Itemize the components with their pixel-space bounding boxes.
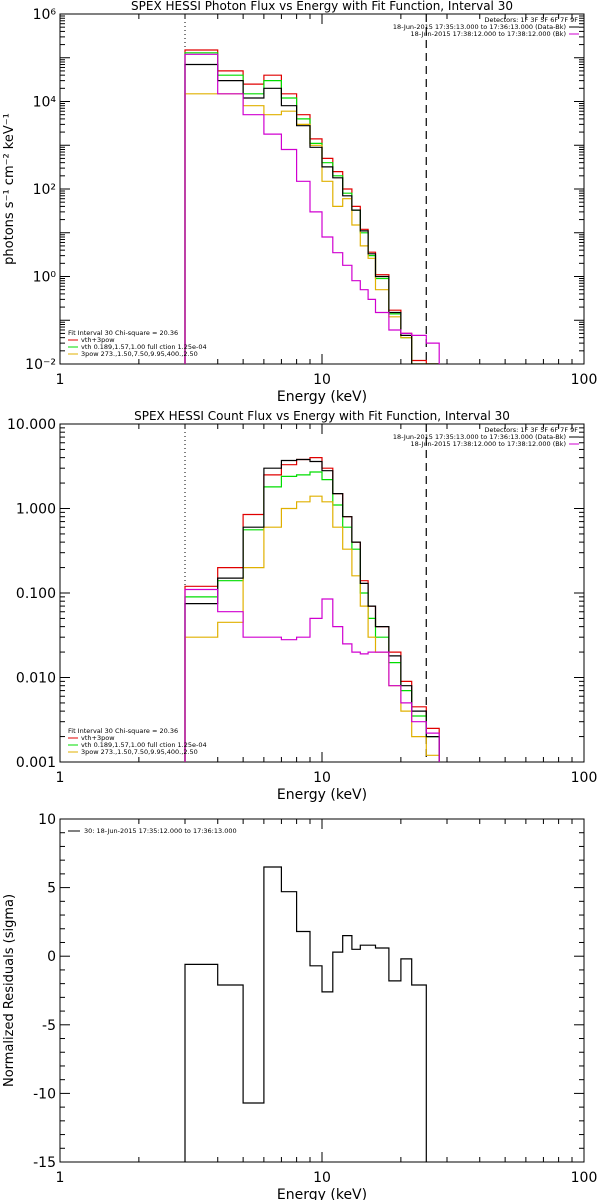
series-line-4	[184, 495, 440, 762]
legend-text: 18-Jun-2015 17:35:13.000 to 17:36:13.000…	[393, 433, 566, 441]
legend-text: 30: 18-Jun-2015 17:35:12.000 to 17:36:13…	[84, 827, 237, 835]
legend-top: Detectors: 1F 3F 5F 6F 7F 9F18-Jun-2015 …	[393, 426, 579, 448]
legend-text: 18-Jun-2015 17:35:13.000 to 17:36:13.000…	[393, 23, 566, 31]
x-axis-label: Energy (keV)	[277, 1187, 367, 1200]
y-axis-label: Normalized Residuals (sigma)	[2, 894, 17, 1087]
y-tick-label: -5	[42, 1018, 56, 1034]
series-line-3	[184, 471, 440, 762]
x-tick-label: 1	[56, 372, 65, 388]
legend-text: 3pow 273.,1.50,7.50,9.95,400.,2.50	[81, 748, 198, 756]
legend-text: Fit Interval 30 Chi-square = 20.36	[68, 727, 178, 735]
legend-text: vth+3pow	[81, 336, 115, 344]
legend-bottom: Fit Interval 30 Chi-square = 20.36vth+3p…	[68, 329, 207, 358]
chart-panel-3: 1 10 100 10 5 0 -5 -10 -15 Energy (keV) Normalized…	[2, 812, 597, 1200]
y-tick-label: 10²	[33, 182, 56, 198]
series-line-5	[184, 53, 440, 364]
legend-top: Detectors: 1F 3F 5F 6F 7F 9F18-Jun-2015 …	[393, 16, 579, 38]
x-tick-label: 10	[313, 770, 331, 786]
y-tick-label: 10⁻²	[25, 357, 56, 373]
x-tick-label: 100	[571, 770, 598, 786]
y-tick-label: 10	[38, 812, 56, 828]
y-tick-label: -15	[33, 1155, 56, 1171]
y-tick-label: -10	[33, 1086, 56, 1102]
chart-title: SPEX HESSI Photon Flux vs Energy with Fi…	[131, 0, 513, 13]
chart-panel-2: 1 10 100 0.001 0.010 0.100 1.000 10.000 SPEX HES…	[7, 409, 597, 803]
y-tick-label: 0.010	[16, 671, 56, 687]
y-tick-label: 1.000	[16, 502, 56, 518]
series-line-1	[184, 63, 440, 364]
legend-bottom: Fit Interval 30 Chi-square = 20.36vth+3p…	[68, 727, 207, 756]
series-line-1	[184, 458, 440, 762]
series-group	[184, 457, 440, 762]
x-tick-label: 10	[313, 1170, 331, 1186]
x-tick-label: 100	[571, 1170, 598, 1186]
x-tick-label: 100	[571, 372, 598, 388]
series-group	[184, 866, 427, 1162]
y-tick-label: 10⁴	[33, 95, 57, 111]
legend-text: Fit Interval 30 Chi-square = 20.36	[68, 329, 178, 337]
y-tick-label: 0.001	[16, 755, 56, 771]
legend-text: vth 0.189,1.57,1.00 full ction 1.25e-04	[81, 741, 207, 749]
y-tick-label: 5	[47, 881, 56, 897]
legend-text: 18-Jun-2015 17:38:12.000 to 17:38:12.000…	[411, 440, 566, 448]
y-tick-label: 10.000	[7, 417, 56, 433]
y-tick-label: 10⁰	[33, 270, 57, 286]
legend-text: vth 0.189,1.57,1.00 full ction 1.25e-04	[81, 343, 207, 351]
y-tick-label: 0.100	[16, 586, 56, 602]
legend-text: Detectors: 1F 3F 5F 6F 7F 9F	[484, 16, 578, 24]
chart-panel-1: 1 10 100 10⁻² 10⁰ 10² 10⁴ 10⁶ SPEX HESSI Photon …	[2, 0, 597, 405]
x-tick-label: 1	[56, 1170, 65, 1186]
legend-text: vth+3pow	[81, 734, 115, 742]
legend-text: 3pow 273.,1.50,7.50,9.95,400.,2.50	[81, 350, 198, 358]
y-tick-label: 0	[47, 949, 56, 965]
legend-text: Detectors: 1F 3F 5F 6F 7F 9F	[484, 426, 578, 434]
plot-frame	[59, 13, 585, 365]
series-line-2	[184, 457, 440, 762]
x-axis-label: Energy (keV)	[277, 389, 367, 405]
series-line-1	[184, 866, 427, 1162]
y-axis-label: photons s⁻¹ cm⁻² keV⁻¹	[2, 113, 17, 265]
x-tick-label: 1	[56, 770, 65, 786]
x-tick-label: 10	[313, 372, 331, 388]
series-group	[184, 49, 440, 364]
legend-text: 18-Jun-2015 17:38:12.000 to 17:38:12.000…	[411, 30, 566, 38]
chart-title: SPEX HESSI Count Flux vs Energy with Fit…	[134, 409, 510, 423]
x-axis-label: Energy (keV)	[277, 787, 367, 803]
series-line-5	[184, 588, 440, 762]
legend-top: 30: 18-Jun-2015 17:35:12.000 to 17:36:13…	[68, 827, 237, 835]
y-tick-label: 10⁶	[33, 7, 57, 23]
